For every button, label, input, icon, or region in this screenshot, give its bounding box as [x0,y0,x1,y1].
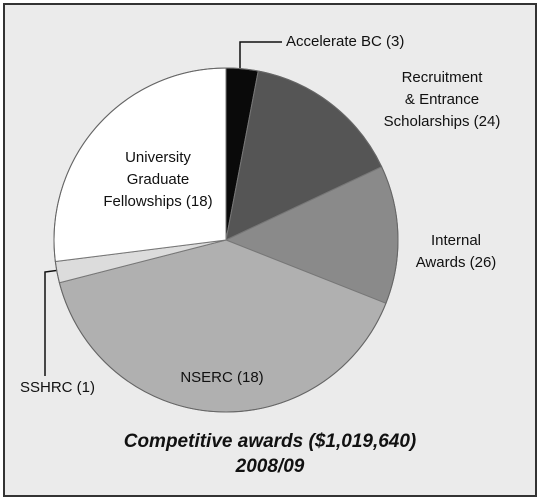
slice-label: Recruitment [402,69,484,86]
slice-label: Fellowships (18) [103,193,212,210]
leader-line [239,41,282,72]
leader-line [44,269,61,376]
chart-title: Competitive awards ($1,019,640) [124,431,417,452]
slice-label: Scholarships (24) [384,113,501,130]
slice-label: University [125,149,191,166]
slice-label: Accelerate BC (3) [286,33,404,50]
slice-label: Awards (26) [416,254,497,271]
slice-label: SSHRC (1) [20,379,95,396]
slice-label: Internal [431,232,481,249]
slice-label: NSERC (18) [180,369,263,386]
slice-label: & Entrance [405,91,479,108]
chart-subtitle: 2008/09 [235,456,305,477]
pie-outline [53,67,399,413]
slice-label: Graduate [127,171,190,188]
